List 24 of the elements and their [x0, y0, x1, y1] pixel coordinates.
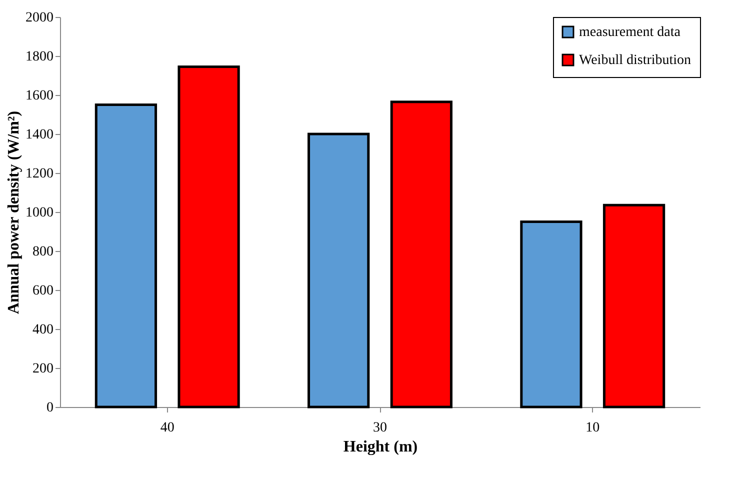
y-tick-label: 0	[46, 400, 54, 416]
bar	[390, 100, 452, 408]
legend-label: measurement data	[579, 25, 682, 40]
bar	[308, 132, 370, 408]
bar	[602, 204, 666, 408]
y-axis-title: Annual power density (W/m²)	[6, 110, 22, 314]
y-tick-label: 1800	[26, 50, 54, 64]
y-tick-label: 1200	[26, 166, 54, 182]
bar	[520, 220, 582, 408]
legend-label: Weibull distribution	[579, 53, 692, 68]
x-tick-label: 30	[373, 420, 387, 436]
x-tick-label: 10	[586, 420, 600, 436]
y-tick-label: 1400	[26, 128, 54, 142]
x-axis-title: Height (m)	[343, 438, 418, 456]
bar	[178, 65, 240, 408]
y-tick-label: 600	[32, 284, 54, 298]
y-tick-label: 400	[32, 322, 54, 338]
y-tick-label: 1600	[26, 88, 54, 104]
x-tick-label: 40	[160, 420, 174, 436]
y-tick-label: 2000	[26, 10, 54, 26]
y-tick-label: 200	[32, 362, 54, 376]
y-tick-label: 800	[32, 244, 54, 260]
bar	[94, 104, 158, 408]
y-tick-label: 1000	[26, 206, 54, 220]
